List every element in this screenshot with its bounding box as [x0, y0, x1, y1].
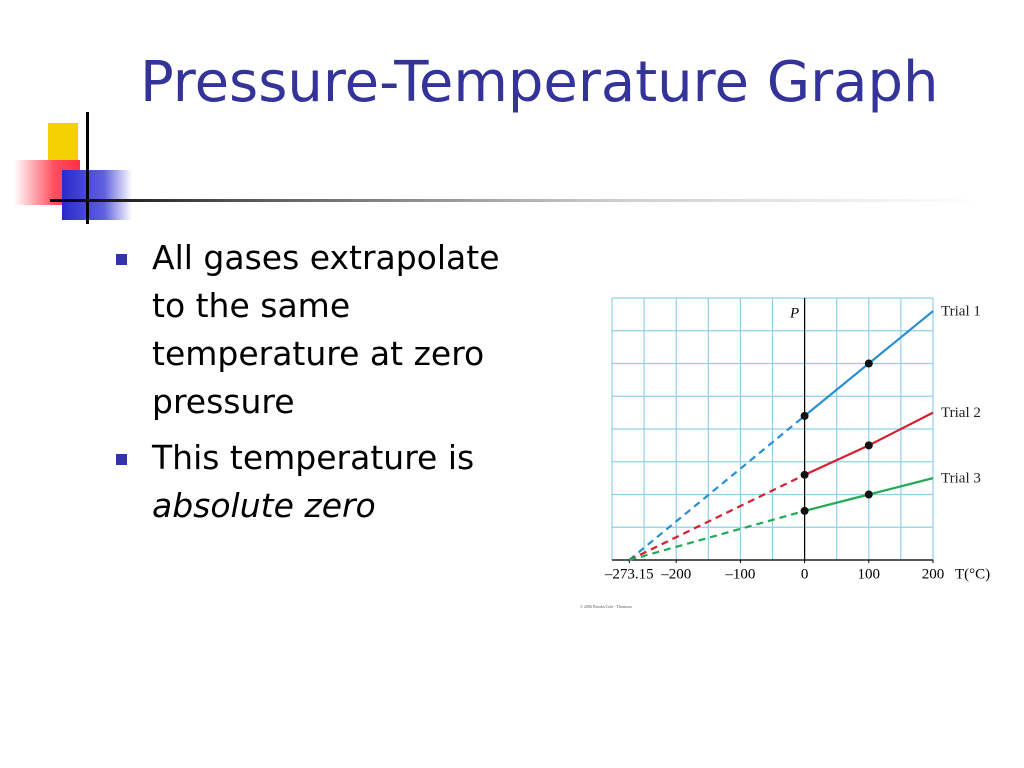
- series-label: Trial 3: [941, 471, 981, 487]
- decor: [62, 170, 132, 220]
- data-point: [800, 470, 809, 479]
- data-point: [864, 359, 873, 368]
- series-label: Trial 2: [941, 405, 981, 421]
- bullet: All gases extrapolate to the same temper…: [110, 234, 510, 426]
- title-rule: [50, 199, 980, 202]
- data-point: [800, 506, 809, 515]
- x-tick-label: 0: [801, 566, 809, 582]
- x-tick-label: 200: [922, 566, 945, 582]
- x-tick-label: –200: [660, 566, 691, 582]
- data-point: [800, 411, 809, 420]
- x-tick-label: 100: [858, 566, 881, 582]
- bullet-list: All gases extrapolate to the same temper…: [110, 234, 510, 538]
- x-tick-label: –100: [724, 566, 755, 582]
- x-axis-label: T(°C): [955, 566, 990, 582]
- data-point: [864, 490, 873, 499]
- bullet-text: All gases extrapolate to the same temper…: [152, 238, 500, 421]
- data-point: [864, 441, 873, 450]
- extrapolation-line: [628, 415, 806, 561]
- bullet: This temperature is absolute zero: [110, 434, 510, 530]
- bullet-emphasis: absolute zero: [152, 486, 376, 525]
- credit: © 2006 Brooks/Cole - Thomson: [580, 604, 632, 609]
- y-axis-label: P: [789, 305, 799, 321]
- x-tick-label: –273.15: [604, 566, 654, 582]
- series-label: Trial 1: [941, 304, 981, 320]
- extrapolation-line: [628, 509, 805, 562]
- decor: [86, 112, 89, 224]
- extrapolation-line: [628, 473, 806, 561]
- slide-title: Pressure-Temperature Graph: [140, 50, 939, 115]
- bullet-text: This temperature is: [152, 438, 475, 477]
